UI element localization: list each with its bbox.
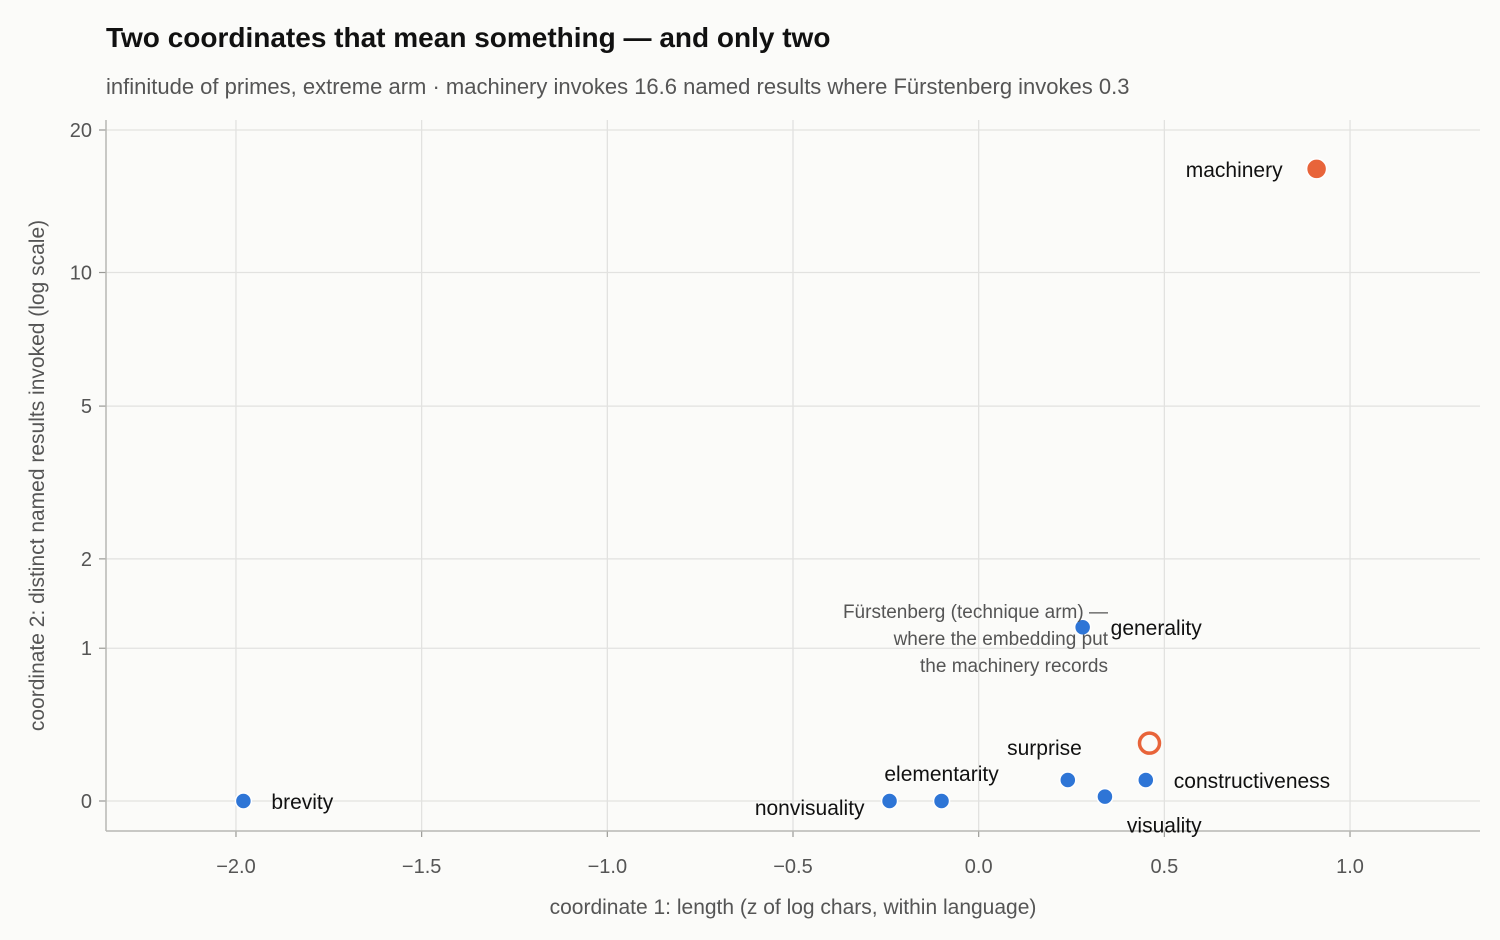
point-labels: brevity nonvisuality elementarity surprise v… bbox=[271, 159, 1330, 838]
machinery-point bbox=[1305, 158, 1328, 180]
point-label-brevity: brevity bbox=[271, 791, 333, 814]
x-tick-label: −1.5 bbox=[402, 856, 441, 878]
point-label-nonvisuality: nonvisuality bbox=[755, 797, 865, 820]
y-tick-label: 5 bbox=[81, 396, 92, 418]
y-tick-label: 2 bbox=[81, 549, 92, 571]
nonvisuality-point bbox=[880, 792, 899, 810]
point-label-elementarity: elementarity bbox=[884, 763, 999, 786]
generality-point bbox=[1073, 618, 1092, 636]
y-tick-label: 20 bbox=[70, 120, 92, 142]
chart-subtitle: infinitude of primes, extreme arm · mach… bbox=[106, 74, 1130, 99]
point-label-generality: generality bbox=[1111, 617, 1203, 640]
data-points bbox=[234, 158, 1328, 810]
y-tick-label: 1 bbox=[81, 638, 92, 660]
annotation-line: Fürstenberg (technique arm) — bbox=[843, 602, 1108, 623]
annotation-line: where the embedding put bbox=[893, 629, 1109, 650]
visuality-point bbox=[1096, 787, 1114, 806]
x-tick-label: 0.5 bbox=[1150, 856, 1178, 878]
surprise-point bbox=[1059, 771, 1077, 789]
chart-title: Two coordinates that mean something — an… bbox=[106, 22, 831, 53]
axes: −2.0 −1.5 −1.0 −0.5 0.0 0.5 1.0 0 1 2 5 10 20 bbox=[70, 120, 1480, 878]
x-axis-label: coordinate 1: length (z of log chars, wi… bbox=[550, 896, 1037, 919]
x-tick-label: 1.0 bbox=[1336, 856, 1364, 878]
y-tick-label: 0 bbox=[81, 791, 92, 813]
annotation: Fürstenberg (technique arm) — where the e… bbox=[843, 602, 1109, 677]
grid bbox=[106, 120, 1480, 831]
x-tick-label: −2.0 bbox=[216, 856, 255, 878]
constructiveness-point bbox=[1137, 771, 1155, 789]
point-label-constructiveness: constructiveness bbox=[1174, 770, 1330, 793]
x-tick-label: 0.0 bbox=[965, 856, 993, 878]
brevity-point bbox=[234, 792, 253, 810]
point-label-visuality: visuality bbox=[1127, 815, 1202, 838]
y-tick-label: 10 bbox=[70, 263, 92, 285]
point-label-machinery: machinery bbox=[1186, 159, 1283, 182]
elementarity-point bbox=[932, 792, 951, 810]
furstenberg-marker bbox=[1137, 731, 1162, 755]
point-label-surprise: surprise bbox=[1007, 737, 1082, 760]
annotation-line: the machinery records bbox=[920, 656, 1108, 677]
x-tick-label: −0.5 bbox=[773, 856, 812, 878]
y-axis-label: coordinate 2: distinct named results inv… bbox=[26, 220, 49, 731]
x-tick-label: −1.0 bbox=[588, 856, 627, 878]
